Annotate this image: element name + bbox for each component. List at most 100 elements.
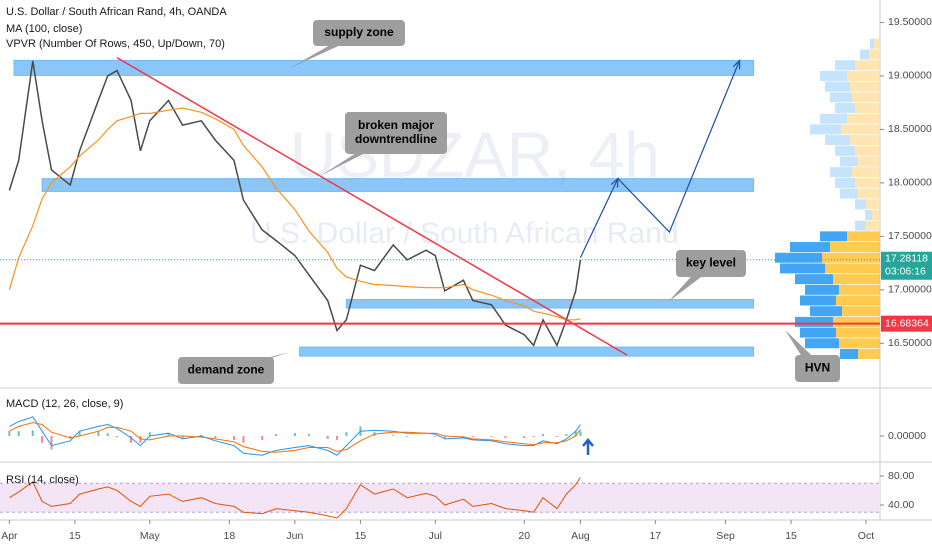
macd-hist [307, 434, 310, 437]
macd-hist [574, 431, 577, 437]
x-tick-label: 15 [69, 530, 81, 542]
watermark-sub: U.S. Dollar / South African Rand [250, 217, 679, 250]
volume-up [805, 284, 839, 295]
arrow-head [610, 177, 619, 188]
volume-down [825, 263, 880, 274]
pane-label: MACD (12, 26, close, 9) [6, 398, 123, 410]
ma-line [8, 107, 581, 321]
macd-hist [345, 432, 348, 437]
callout [178, 357, 274, 384]
y-tick-label: 17.00000 [888, 284, 932, 296]
macd-hist [293, 433, 296, 437]
volume-down [866, 199, 880, 210]
volume-down [855, 60, 880, 71]
volume-down [858, 156, 880, 167]
red-level-tag [881, 315, 932, 332]
volume-up [780, 263, 825, 274]
macd-hist [490, 436, 493, 437]
volume-down [839, 284, 880, 295]
y-tick-label: 80.00 [888, 470, 914, 482]
volume-down [836, 327, 880, 338]
volume-down [842, 306, 880, 317]
volume-up [855, 199, 866, 210]
macd-hist [242, 436, 245, 443]
x-tick-label: Sep [716, 530, 735, 542]
countdown: 03:06:16 [885, 266, 926, 278]
volume-up [800, 327, 836, 338]
volume-down [836, 295, 880, 306]
macd-hist [326, 436, 329, 439]
macd-hist [97, 431, 100, 437]
y-tick-label: 19.50000 [888, 16, 932, 28]
volume-down [830, 242, 880, 253]
macd-hist [31, 430, 34, 437]
macd-hist [504, 436, 507, 438]
callout-text: HVN [805, 361, 830, 375]
x-tick-label: 15 [785, 530, 797, 542]
macd-hist [336, 436, 339, 440]
macd-hist [148, 432, 151, 437]
callout [795, 355, 840, 382]
macd-hist [130, 436, 133, 443]
macd-hist [8, 431, 11, 437]
x-tick-label: 17 [649, 530, 661, 542]
macd-hist [406, 436, 409, 437]
volume-down [855, 145, 880, 156]
macd-hist [261, 436, 264, 440]
volume-up [825, 81, 850, 92]
y-tick-label: 19.00000 [888, 70, 932, 82]
last-price-label: 17.28118 [885, 253, 928, 265]
zone [299, 346, 755, 357]
macd-hist [181, 436, 184, 439]
macd-hist [275, 434, 278, 437]
volume-up [790, 242, 830, 253]
volume-up [855, 220, 866, 231]
legend-line: VPVR (Number Of Rows, 450, Up/Down, 70) [6, 38, 225, 50]
zone [13, 59, 755, 76]
volume-up [870, 38, 874, 49]
pane-label: RSI (14, close) [6, 474, 79, 486]
callout [345, 112, 447, 154]
macd-hist [471, 436, 474, 437]
macd-hist [17, 431, 20, 437]
volume-up [835, 103, 855, 114]
x-tick-label: Apr [1, 530, 18, 542]
macd-hist [41, 436, 44, 443]
volume-up [860, 49, 869, 60]
callout-text: supply zone [324, 25, 394, 39]
volume-up [835, 177, 855, 188]
x-tick-label: Jul [429, 530, 442, 542]
x-tick-label: May [140, 530, 161, 542]
volume-up [840, 188, 858, 199]
volume-up [810, 306, 842, 317]
volume-down [869, 49, 880, 60]
callout-text: broken major downtrendline [355, 118, 437, 146]
volume-up [835, 60, 855, 71]
volume-up [810, 124, 841, 135]
volume-down [872, 209, 880, 220]
volume-up [795, 316, 833, 327]
macd-hist [50, 436, 53, 450]
trendline [116, 57, 628, 356]
volume-up [775, 252, 822, 263]
macd-hist [443, 436, 446, 439]
x-tick-label: Oct [858, 530, 874, 542]
volume-down [852, 92, 880, 103]
callout [313, 20, 405, 46]
volume-down [874, 38, 880, 49]
y-tick-label: 18.50000 [888, 123, 932, 135]
arrow-head [732, 58, 741, 70]
macd-hist [579, 431, 582, 437]
volume-up [830, 167, 852, 178]
macd-hist [167, 433, 170, 437]
y-tick-label: 16.50000 [888, 337, 932, 349]
volume-down [858, 348, 880, 359]
volume-down [850, 81, 880, 92]
legend-line: MA (100, close) [6, 23, 82, 35]
callout [676, 250, 746, 277]
macd-hist [532, 436, 535, 437]
macd-hist [392, 435, 395, 437]
red-level-label: 16.68364 [885, 317, 929, 329]
